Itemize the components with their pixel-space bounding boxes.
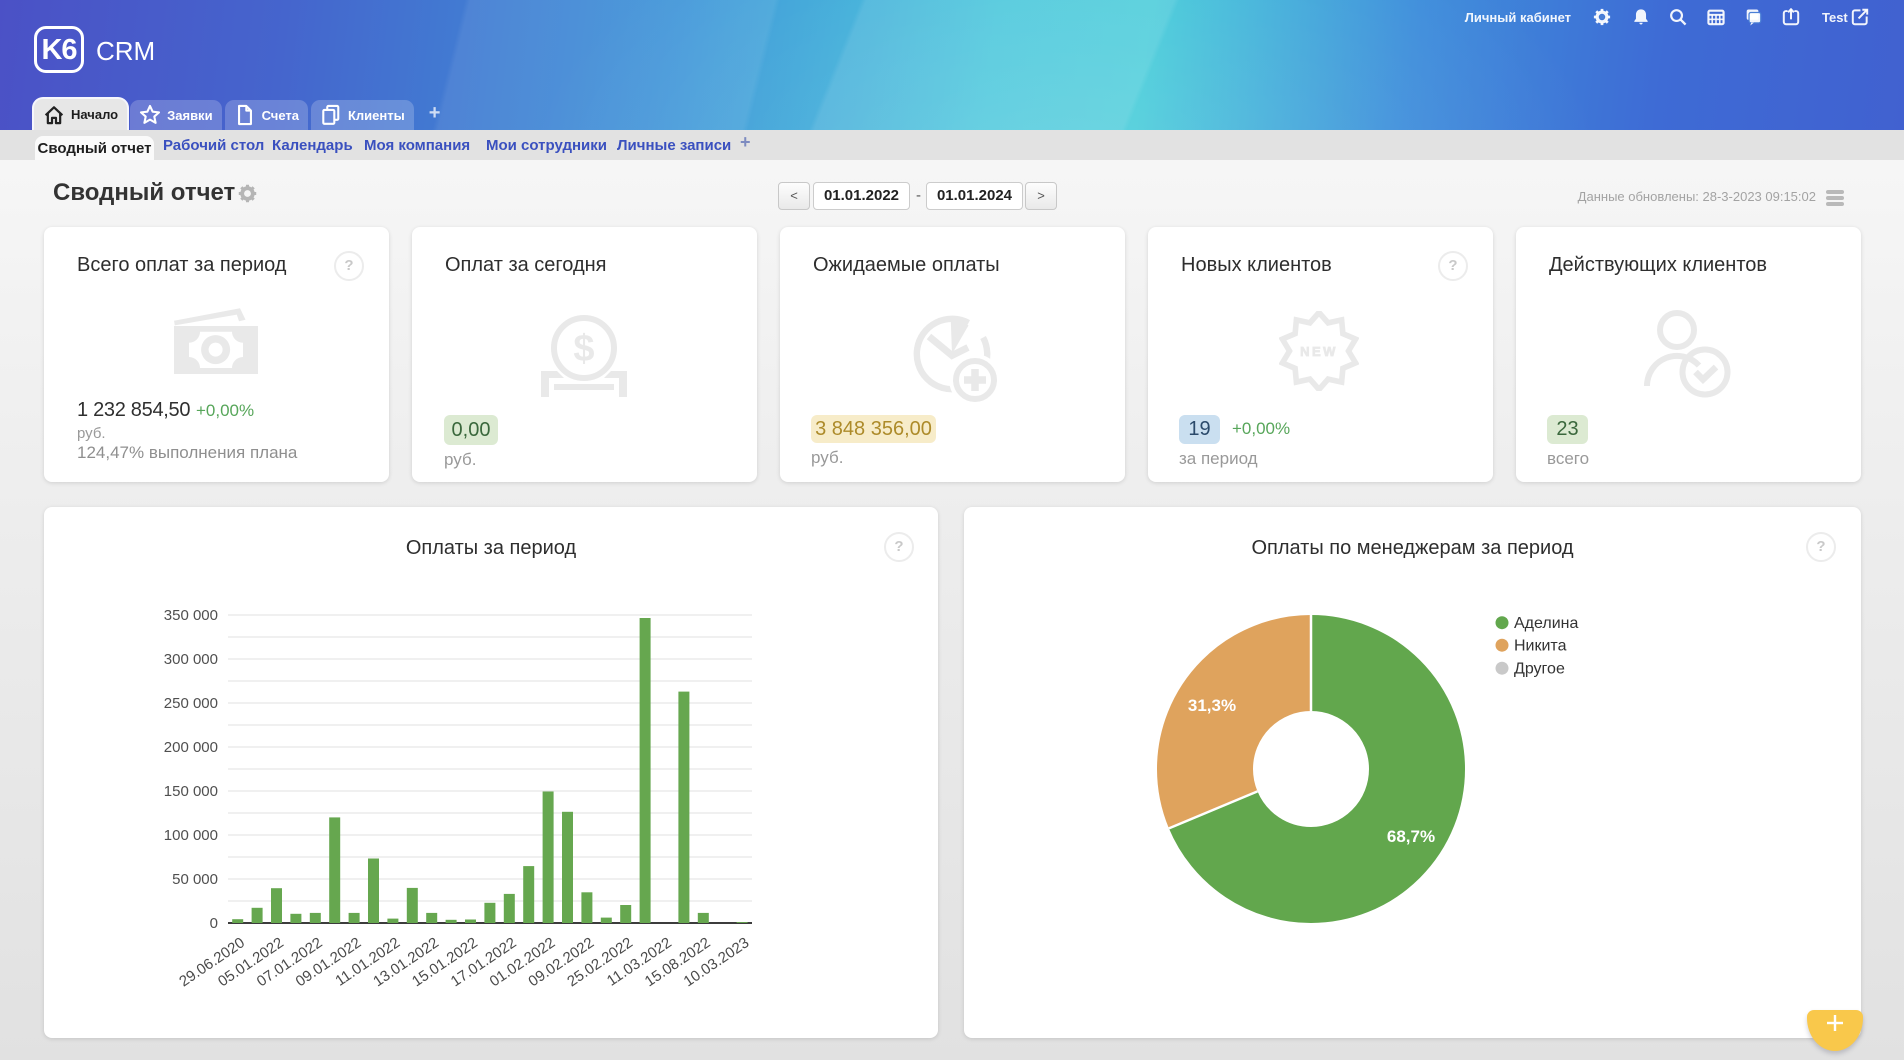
svg-text:Другое: Другое [1514,661,1565,678]
svg-text:350 000: 350 000 [164,607,218,624]
svg-text:31,3%: 31,3% [1188,696,1236,715]
svg-text:250 000: 250 000 [164,695,218,712]
svg-text:100 000: 100 000 [164,827,218,844]
svg-text:50 000: 50 000 [172,871,218,888]
svg-text:68,7%: 68,7% [1387,827,1435,846]
svg-text:0: 0 [210,915,218,932]
svg-text:Никита: Никита [1514,638,1567,655]
svg-text:150 000: 150 000 [164,783,218,800]
svg-text:200 000: 200 000 [164,739,218,756]
svg-text:$: $ [573,328,594,370]
svg-text:Аделина: Аделина [1514,615,1578,632]
svg-text:300 000: 300 000 [164,651,218,668]
svg-text:NEW: NEW [1300,344,1338,359]
